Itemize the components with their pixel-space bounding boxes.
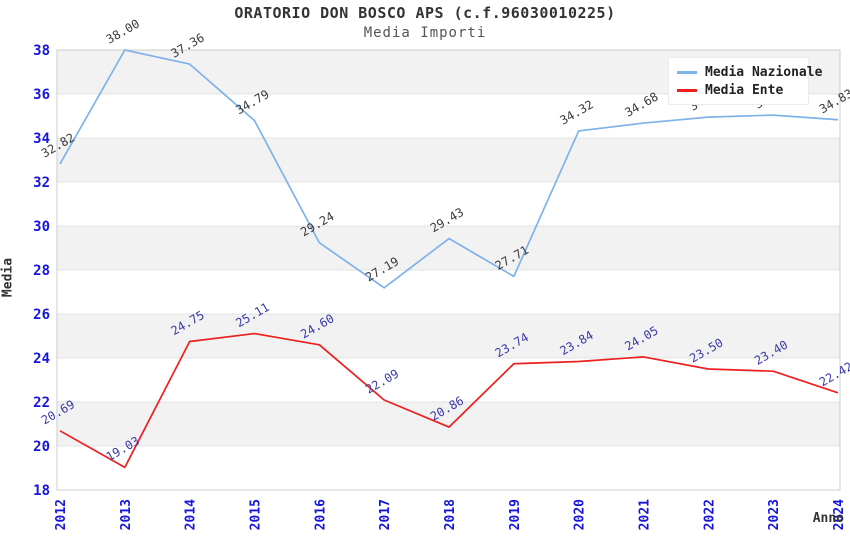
svg-text:2021: 2021 xyxy=(638,499,653,530)
legend-label-media-ente: Media Ente xyxy=(705,83,784,98)
svg-text:18: 18 xyxy=(33,483,50,499)
legend-item-media-ente: Media Ente xyxy=(677,83,800,98)
svg-text:24: 24 xyxy=(33,351,50,367)
svg-text:34: 34 xyxy=(33,131,50,147)
media-nazionale-line-swatch xyxy=(677,71,697,74)
svg-text:30: 30 xyxy=(33,219,50,235)
svg-text:32: 32 xyxy=(33,175,50,191)
svg-text:34.32: 34.32 xyxy=(558,97,596,127)
svg-text:26: 26 xyxy=(33,307,50,323)
legend-label-media-nazionale: Media Nazionale xyxy=(705,65,823,80)
svg-text:2018: 2018 xyxy=(443,499,458,530)
y-axis-title: Media xyxy=(0,257,16,298)
legend-item-media-nazionale: Media Nazionale xyxy=(677,65,822,80)
svg-text:2016: 2016 xyxy=(313,499,328,530)
chart-subtitle: Media Importi xyxy=(363,25,487,41)
svg-text:22.09: 22.09 xyxy=(363,366,401,396)
svg-text:2015: 2015 xyxy=(249,499,264,530)
svg-text:2013: 2013 xyxy=(119,499,134,530)
svg-text:22: 22 xyxy=(33,395,50,411)
svg-text:2022: 2022 xyxy=(702,499,717,530)
svg-text:2014: 2014 xyxy=(184,499,199,530)
svg-text:28: 28 xyxy=(33,263,50,279)
svg-text:22.42: 22.42 xyxy=(817,359,850,389)
svg-text:2019: 2019 xyxy=(508,499,523,530)
svg-text:20: 20 xyxy=(33,439,50,455)
svg-text:2012: 2012 xyxy=(54,499,69,530)
svg-text:36: 36 xyxy=(33,87,50,103)
chart-legend: Media Nazionale Media Ente xyxy=(668,57,822,105)
chart-title: ORATORIO DON BOSCO APS (c.f.96030010225) xyxy=(234,4,616,22)
media-ente-line-swatch xyxy=(677,89,697,92)
x-axis-title: Anno xyxy=(812,511,844,526)
svg-text:38: 38 xyxy=(33,43,50,59)
svg-text:2023: 2023 xyxy=(767,499,782,530)
svg-text:38.00: 38.00 xyxy=(104,16,142,46)
svg-text:2024: 2024 xyxy=(832,499,847,530)
svg-text:2017: 2017 xyxy=(378,499,393,530)
svg-text:2020: 2020 xyxy=(573,499,588,530)
